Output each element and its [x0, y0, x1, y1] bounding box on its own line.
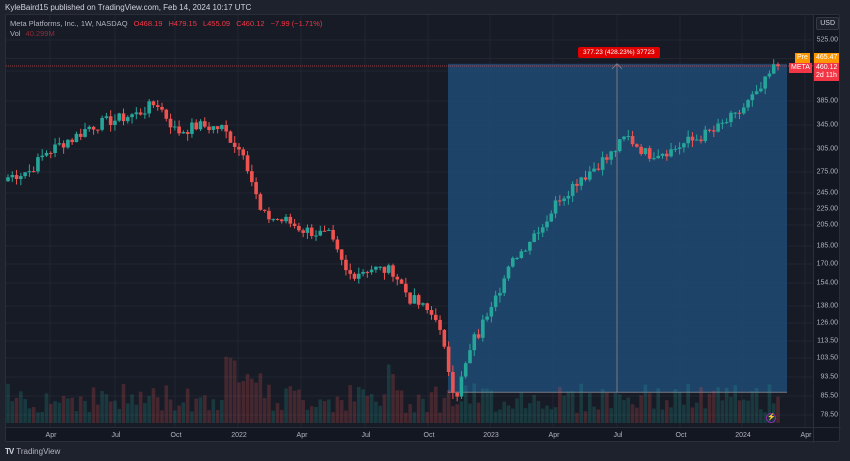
time-tick: Jul: [361, 432, 371, 439]
tradingview-logo[interactable]: TV TradingView: [5, 447, 60, 456]
symbol-info: Meta Platforms, Inc., 1W, NASDAQ: [10, 19, 128, 28]
close-value: C460.12: [236, 19, 265, 28]
price-tick: 205.00: [816, 221, 838, 229]
time-tick: Oct: [423, 432, 435, 439]
chart-legend: Meta Platforms, Inc., 1W, NASDAQ O468.19…: [10, 19, 322, 39]
time-tick: Apr: [45, 432, 57, 439]
price-tick: 245.00: [816, 189, 838, 197]
price-tick: 185.00: [816, 242, 838, 250]
brand-name: TradingView: [16, 447, 61, 456]
volume-value: 40.299M: [25, 29, 55, 38]
high-value: H479.15: [168, 19, 197, 28]
time-tick: 2024: [735, 432, 751, 439]
open-value: O468.19: [133, 19, 163, 28]
axis-corner: [813, 427, 841, 443]
price-tick: 113.50: [817, 337, 838, 345]
time-tick: Oct: [170, 432, 182, 439]
time-tick: Jul: [613, 432, 623, 439]
low-value: L455.09: [202, 19, 231, 28]
publisher-info: KyleBaird15 published on TradingView.com…: [5, 3, 252, 12]
change-value: −7.99 (−1.71%): [270, 19, 323, 28]
volume-label: Vol: [10, 29, 21, 38]
price-tick: 225.00: [816, 205, 838, 213]
pre-market-label: Pre: [795, 53, 810, 63]
price-tick: 103.50: [816, 354, 838, 362]
lightning-icon[interactable]: ⚡: [766, 413, 776, 423]
price-tick: 93.50: [820, 373, 838, 381]
price-tick: 154.00: [816, 279, 838, 287]
bar-countdown: 2d 11h: [814, 71, 839, 81]
time-tick: Jul: [111, 432, 121, 439]
price-tick: 345.00: [816, 121, 838, 129]
time-tick: Apr: [800, 432, 812, 439]
price-plot[interactable]: Meta Platforms, Inc., 1W, NASDAQ O468.19…: [6, 15, 813, 427]
time-tick: Apr: [548, 432, 560, 439]
time-axis[interactable]: Apr Jul Oct 2022 Apr Jul Oct 2023 Apr Jul Oct 2024 A…: [6, 427, 813, 443]
chart-frame: Meta Platforms, Inc., 1W, NASDAQ O468.19…: [5, 14, 841, 443]
time-tick: 2023: [483, 432, 499, 439]
currency-button[interactable]: USD: [816, 17, 839, 30]
time-tick: Apr: [296, 432, 308, 439]
price-tick: 138.00: [816, 302, 838, 310]
pre-market-price: 465.47: [814, 53, 840, 63]
price-tick: 126.00: [816, 319, 838, 327]
price-tick: 85.50: [820, 392, 838, 400]
ticker-label: META: [789, 63, 812, 73]
price-tick: 78.50: [820, 411, 838, 419]
price-tick: 275.00: [816, 168, 838, 176]
price-tick: 525.00: [816, 36, 838, 44]
price-axis[interactable]: USD 525.00425.00385.00345.00305.00275.00…: [813, 15, 841, 427]
price-tick: 170.00: [816, 260, 838, 268]
tv-logo-icon: TV: [5, 447, 14, 456]
price-tick: 305.00: [816, 145, 838, 153]
time-tick: 2022: [231, 432, 247, 439]
time-tick: Oct: [675, 432, 687, 439]
measure-label: 377.23 (428.23%) 37723: [578, 47, 660, 58]
candlestick-chart: [6, 15, 813, 427]
price-tick: 385.00: [816, 97, 838, 105]
last-price: 460.12: [814, 63, 840, 73]
